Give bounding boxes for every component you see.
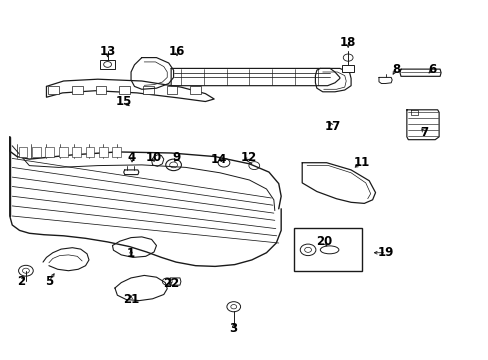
FancyBboxPatch shape [142, 86, 153, 94]
FancyBboxPatch shape [112, 147, 121, 157]
Text: 10: 10 [145, 151, 162, 164]
Text: 19: 19 [377, 246, 394, 259]
FancyBboxPatch shape [19, 147, 27, 157]
FancyBboxPatch shape [166, 86, 177, 94]
Text: 5: 5 [45, 275, 53, 288]
Text: 4: 4 [128, 151, 136, 164]
FancyBboxPatch shape [85, 147, 94, 157]
FancyBboxPatch shape [119, 86, 130, 94]
Text: 8: 8 [391, 63, 399, 76]
FancyBboxPatch shape [99, 147, 108, 157]
FancyBboxPatch shape [72, 147, 81, 157]
Text: 16: 16 [168, 45, 185, 58]
Text: 3: 3 [229, 322, 237, 335]
FancyBboxPatch shape [59, 147, 67, 157]
Text: 11: 11 [353, 156, 369, 169]
Text: 13: 13 [99, 45, 116, 58]
FancyBboxPatch shape [294, 228, 361, 271]
Text: 17: 17 [324, 120, 340, 133]
Text: 14: 14 [210, 153, 227, 166]
Ellipse shape [320, 246, 338, 254]
FancyBboxPatch shape [45, 147, 54, 157]
Text: 20: 20 [315, 235, 332, 248]
Text: 2: 2 [18, 275, 25, 288]
FancyBboxPatch shape [100, 60, 115, 69]
FancyBboxPatch shape [342, 65, 353, 72]
Text: 18: 18 [339, 36, 356, 49]
Text: 1: 1 [127, 247, 135, 260]
FancyBboxPatch shape [96, 86, 106, 94]
FancyBboxPatch shape [72, 86, 82, 94]
Text: 9: 9 [172, 151, 180, 164]
Text: 21: 21 [122, 293, 139, 306]
Text: 6: 6 [428, 63, 436, 76]
Text: 22: 22 [163, 277, 179, 290]
FancyBboxPatch shape [190, 86, 201, 94]
Text: 15: 15 [115, 95, 132, 108]
Text: 12: 12 [240, 151, 256, 164]
Text: 7: 7 [420, 126, 427, 139]
FancyBboxPatch shape [32, 147, 41, 157]
FancyBboxPatch shape [48, 86, 59, 94]
